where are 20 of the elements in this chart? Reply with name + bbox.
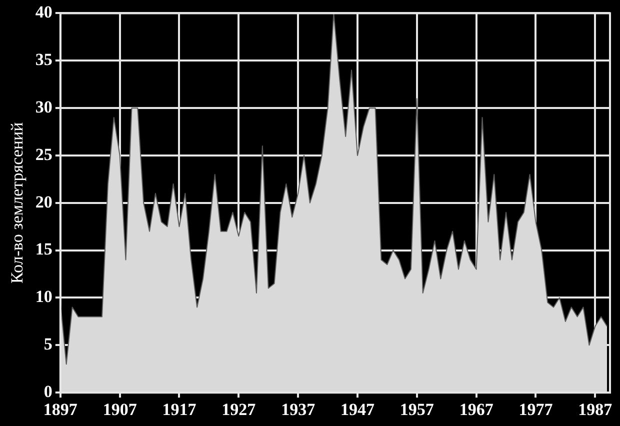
y-tick-label: 5 (44, 334, 52, 354)
x-tick-label: 1907 (102, 400, 138, 420)
y-tick-label: 20 (35, 192, 52, 212)
x-tick-label: 1927 (222, 400, 256, 420)
y-tick-label: 25 (35, 144, 52, 164)
y-axis-title: Кол-во землетрясений (8, 122, 27, 284)
x-tick-label: 1987 (578, 400, 613, 420)
y-tick-label: 0 (44, 382, 52, 401)
y-tick-label: 40 (35, 2, 52, 22)
x-tick-label: 1977 (518, 400, 554, 420)
x-tick-label: 1957 (400, 400, 434, 420)
x-tick-label: 1937 (281, 400, 316, 420)
x-tick-label: 1947 (340, 400, 375, 420)
y-tick-label: 15 (35, 240, 52, 259)
x-tick-label: 1917 (162, 400, 197, 420)
y-tick-label: 35 (35, 50, 52, 70)
x-tick-label: 1897 (43, 400, 78, 420)
y-tick-label: 10 (35, 287, 52, 306)
x-tick-label: 1967 (459, 400, 494, 420)
y-tick-label: 30 (35, 97, 52, 116)
